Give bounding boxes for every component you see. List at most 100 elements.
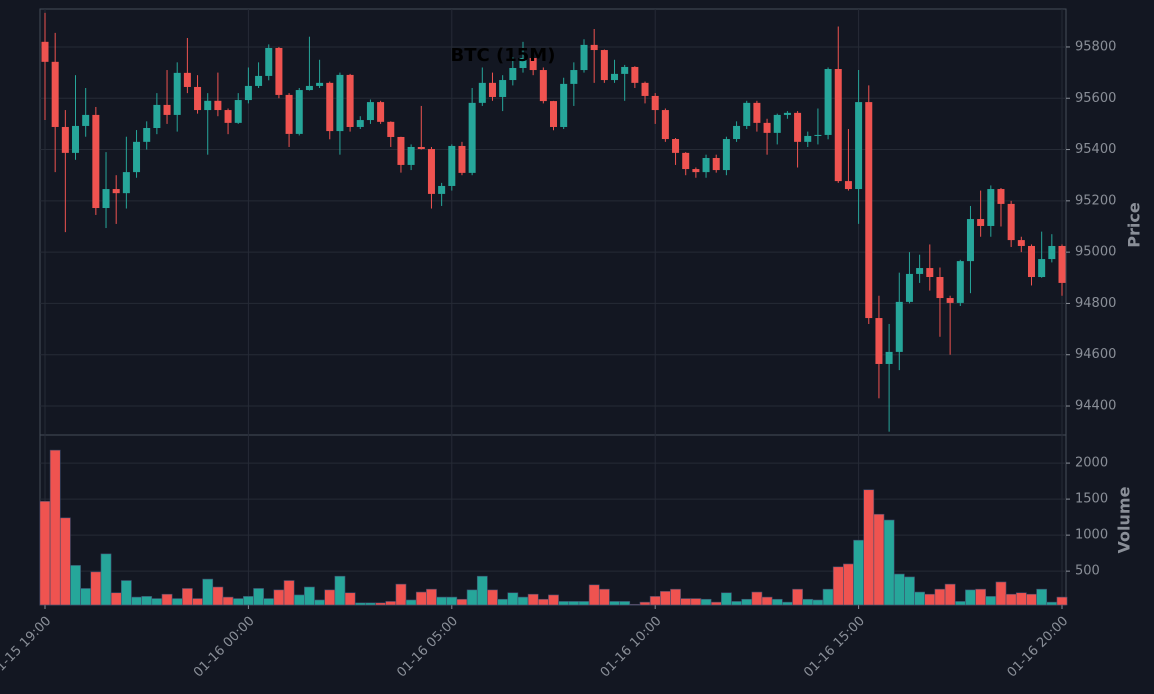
volume-bar: [527, 593, 539, 606]
volume-bar: [985, 596, 997, 606]
volume-bar: [995, 581, 1007, 606]
candle-body: [865, 102, 873, 319]
volume-bar: [924, 593, 936, 606]
candle-body: [672, 139, 680, 153]
candle-body: [661, 110, 669, 140]
volume-bar: [537, 598, 549, 606]
candle-body: [153, 104, 161, 129]
volume-bar: [843, 563, 854, 606]
volume-bar: [507, 592, 519, 606]
volume-bar: [771, 598, 783, 606]
candle-body: [397, 136, 405, 165]
candle-body: [621, 66, 629, 74]
volume-bar: [629, 603, 641, 606]
volume-bar: [812, 599, 824, 606]
candle-body: [366, 102, 374, 121]
volume-bar: [334, 575, 346, 606]
volume-bar: [731, 601, 742, 606]
candle-body: [499, 80, 507, 97]
candle-body: [61, 126, 69, 153]
candle-body: [682, 152, 690, 170]
candle-body: [814, 134, 822, 136]
candle-body: [448, 145, 456, 186]
candle-body: [763, 122, 771, 133]
candle-body: [773, 114, 781, 133]
volume-bar: [90, 571, 102, 606]
volume-bar: [578, 601, 590, 606]
candle-body: [255, 75, 263, 86]
candle-body: [804, 135, 812, 142]
volume-bar: [202, 578, 214, 606]
volume-bar: [1026, 593, 1037, 606]
candle-body: [1007, 203, 1015, 241]
volume-bar: [1005, 593, 1017, 606]
volume-bar: [476, 575, 488, 606]
volume-bar: [171, 598, 183, 606]
volume-bar: [141, 596, 153, 606]
volume-bar: [568, 601, 580, 606]
volume-bar: [375, 602, 386, 606]
y-tick-label: 94600: [1075, 347, 1116, 362]
volume-bar: [426, 588, 437, 606]
candle-body: [895, 301, 903, 352]
volume-bar: [904, 576, 915, 606]
candle-body: [427, 149, 435, 194]
volume-bar: [344, 592, 356, 606]
candle-body: [194, 86, 202, 111]
volume-bar: [863, 489, 875, 606]
candle-body: [783, 112, 791, 115]
volume-bar: [934, 588, 946, 606]
y-tick-label: 94400: [1075, 399, 1116, 414]
y-tick-label: 95000: [1075, 245, 1116, 260]
candle-body: [692, 169, 700, 173]
candle-body: [326, 82, 334, 132]
candle-body: [631, 66, 639, 83]
candle-body: [529, 57, 537, 71]
volume-bar: [619, 601, 631, 606]
candle-body: [956, 261, 964, 303]
volume-bar: [232, 598, 244, 606]
y-tick-label: 95200: [1075, 193, 1116, 208]
volume-bar: [802, 598, 814, 606]
volume-bar: [446, 596, 458, 606]
candle-body: [539, 70, 547, 102]
volume-bar: [609, 601, 620, 606]
volume-bar: [853, 539, 864, 606]
candle-body: [519, 57, 527, 68]
volume-bar: [80, 588, 92, 606]
grid: [40, 9, 1066, 605]
candle-body: [336, 74, 344, 132]
volume-bar: [832, 566, 844, 606]
volume-bar: [1056, 596, 1068, 606]
candle-body: [275, 47, 283, 95]
candle-body: [905, 273, 913, 302]
volume-bar: [243, 596, 254, 606]
candle-body: [133, 141, 141, 173]
x-tick-label: 01-16 15:00: [801, 614, 868, 681]
volume-bar: [548, 594, 559, 606]
y-tick-label: 95400: [1075, 142, 1116, 157]
y-tick-label: 95600: [1075, 91, 1116, 106]
volume-bar: [721, 592, 732, 606]
candle-body: [733, 125, 741, 140]
candle-body: [82, 114, 90, 126]
volume-bar: [100, 553, 112, 606]
volume-bar: [782, 601, 793, 606]
candle-body: [743, 102, 751, 126]
candle-body: [641, 82, 649, 96]
volume-bar: [253, 588, 264, 606]
volume-bar: [324, 589, 336, 606]
volume-bar: [456, 598, 468, 606]
volume-bar: [181, 588, 193, 606]
candle-body: [651, 95, 659, 111]
volume-bar: [487, 589, 498, 606]
volume-bar: [497, 598, 509, 606]
candle-body: [875, 318, 883, 364]
volume-bar: [893, 573, 905, 606]
candle-body: [611, 73, 619, 81]
volume-bar: [741, 598, 753, 606]
candle-body: [560, 83, 568, 127]
volume-bar: [975, 588, 987, 606]
candle-body: [305, 85, 313, 91]
y-axis-label: Price: [1125, 202, 1144, 248]
